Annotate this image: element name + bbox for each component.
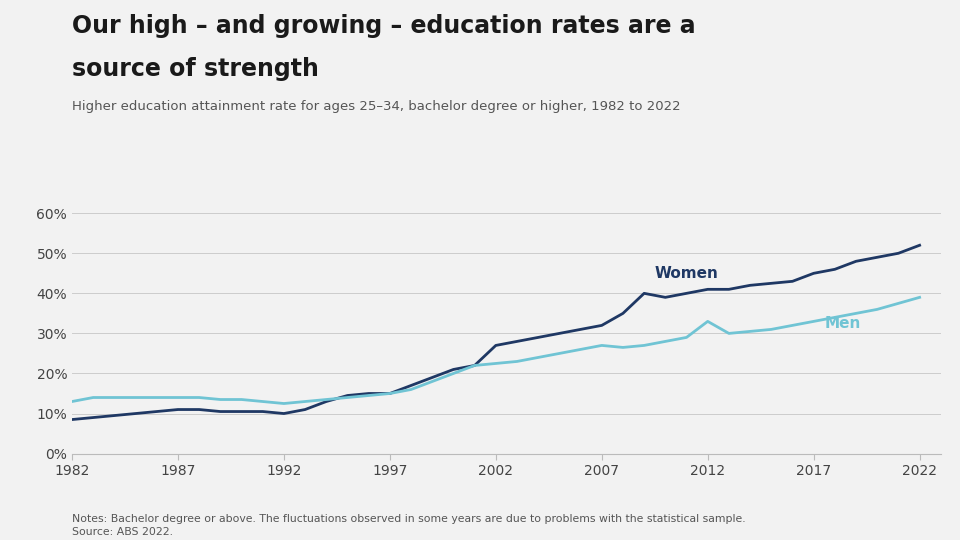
Text: Higher education attainment rate for ages 25–34, bachelor degree or higher, 1982: Higher education attainment rate for age… [72, 100, 681, 113]
Text: Our high – and growing – education rates are a: Our high – and growing – education rates… [72, 14, 696, 37]
Text: source of strength: source of strength [72, 57, 319, 80]
Text: Men: Men [825, 316, 860, 332]
Text: Women: Women [655, 266, 719, 281]
Text: Notes: Bachelor degree or above. The fluctuations observed in some years are due: Notes: Bachelor degree or above. The flu… [72, 514, 746, 537]
